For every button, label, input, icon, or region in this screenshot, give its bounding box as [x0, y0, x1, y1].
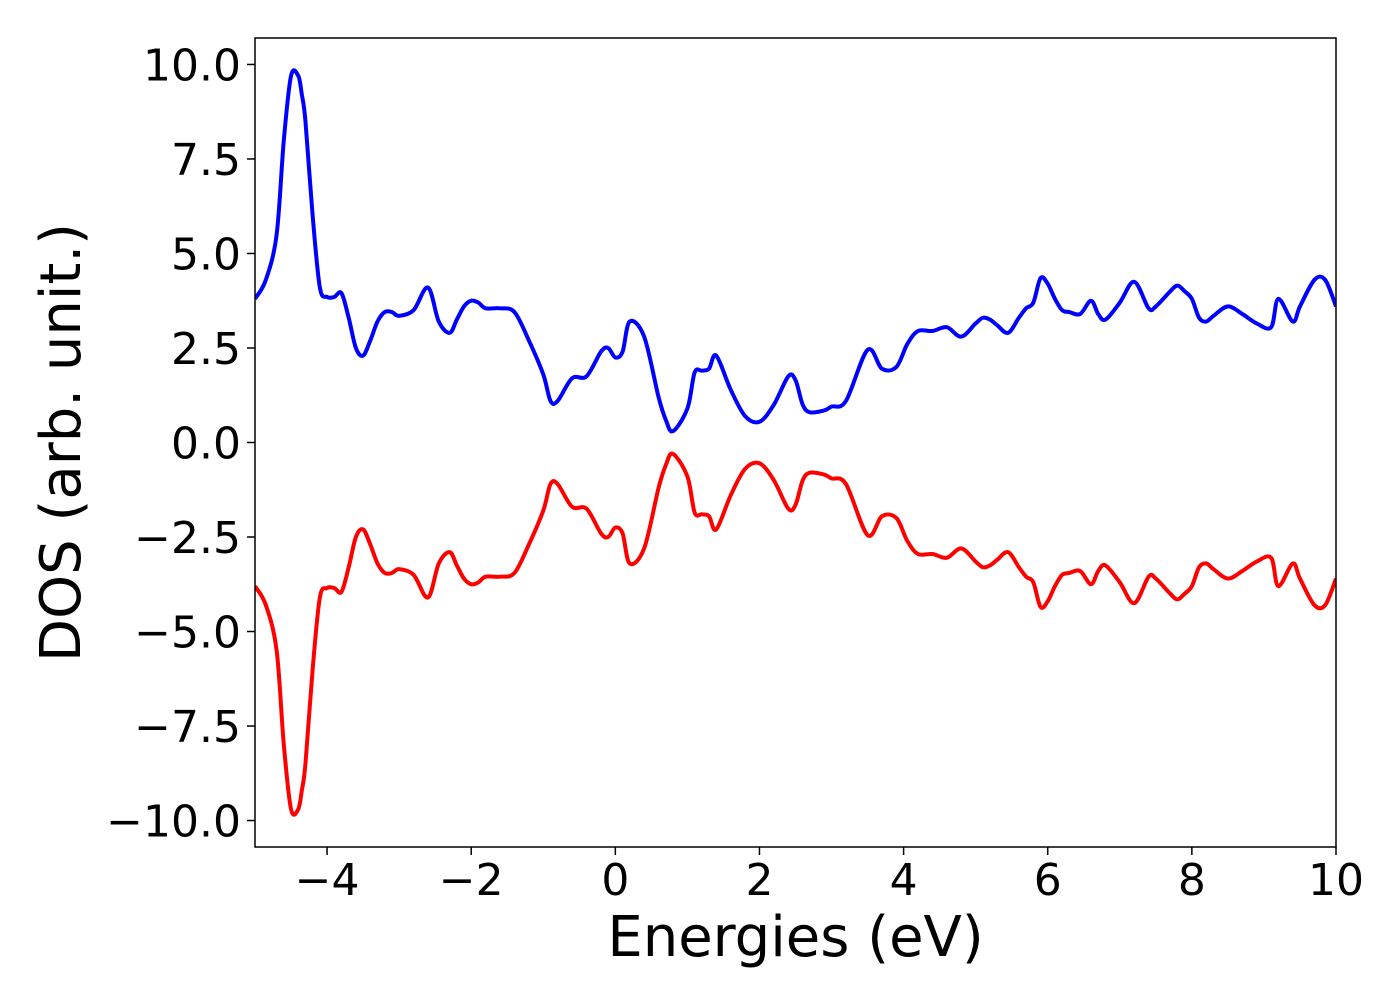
y-axis-title: DOS (arb. unit.)	[29, 223, 94, 662]
x-tick-label: −2	[439, 855, 504, 906]
x-axis-title: Energies (eV)	[607, 905, 983, 970]
y-tick-label: −5.0	[134, 608, 241, 659]
y-tick-label: 7.5	[171, 135, 241, 186]
series-line-down	[255, 451, 1336, 817]
y-tick-label: −7.5	[134, 702, 241, 753]
x-tick-label: 6	[1034, 855, 1062, 906]
x-tick-label: −4	[295, 855, 360, 906]
x-tick-label: 0	[601, 855, 629, 906]
x-tick-label: 10	[1308, 855, 1364, 906]
x-tick-label: 4	[890, 855, 918, 906]
series-line-up	[255, 68, 1336, 434]
y-tick-label: 2.5	[171, 324, 241, 375]
y-tick-label: 0.0	[171, 419, 241, 470]
series-layer	[255, 68, 1336, 817]
plot-frame	[254, 37, 1337, 848]
y-tick-label: 5.0	[171, 229, 241, 280]
x-tick-label: 2	[745, 855, 773, 906]
x-tick-label: 8	[1178, 855, 1206, 906]
y-tick-label: 10.0	[143, 40, 241, 91]
y-tick-label: −10.0	[106, 797, 241, 848]
y-tick-label: −2.5	[134, 513, 241, 564]
ticks-layer: −4 −2 0 2 4 6 8 10 10.0 7.5 5.0 2.5 0.0 −2.5 −5.0 −7.5 −…	[106, 40, 1364, 906]
